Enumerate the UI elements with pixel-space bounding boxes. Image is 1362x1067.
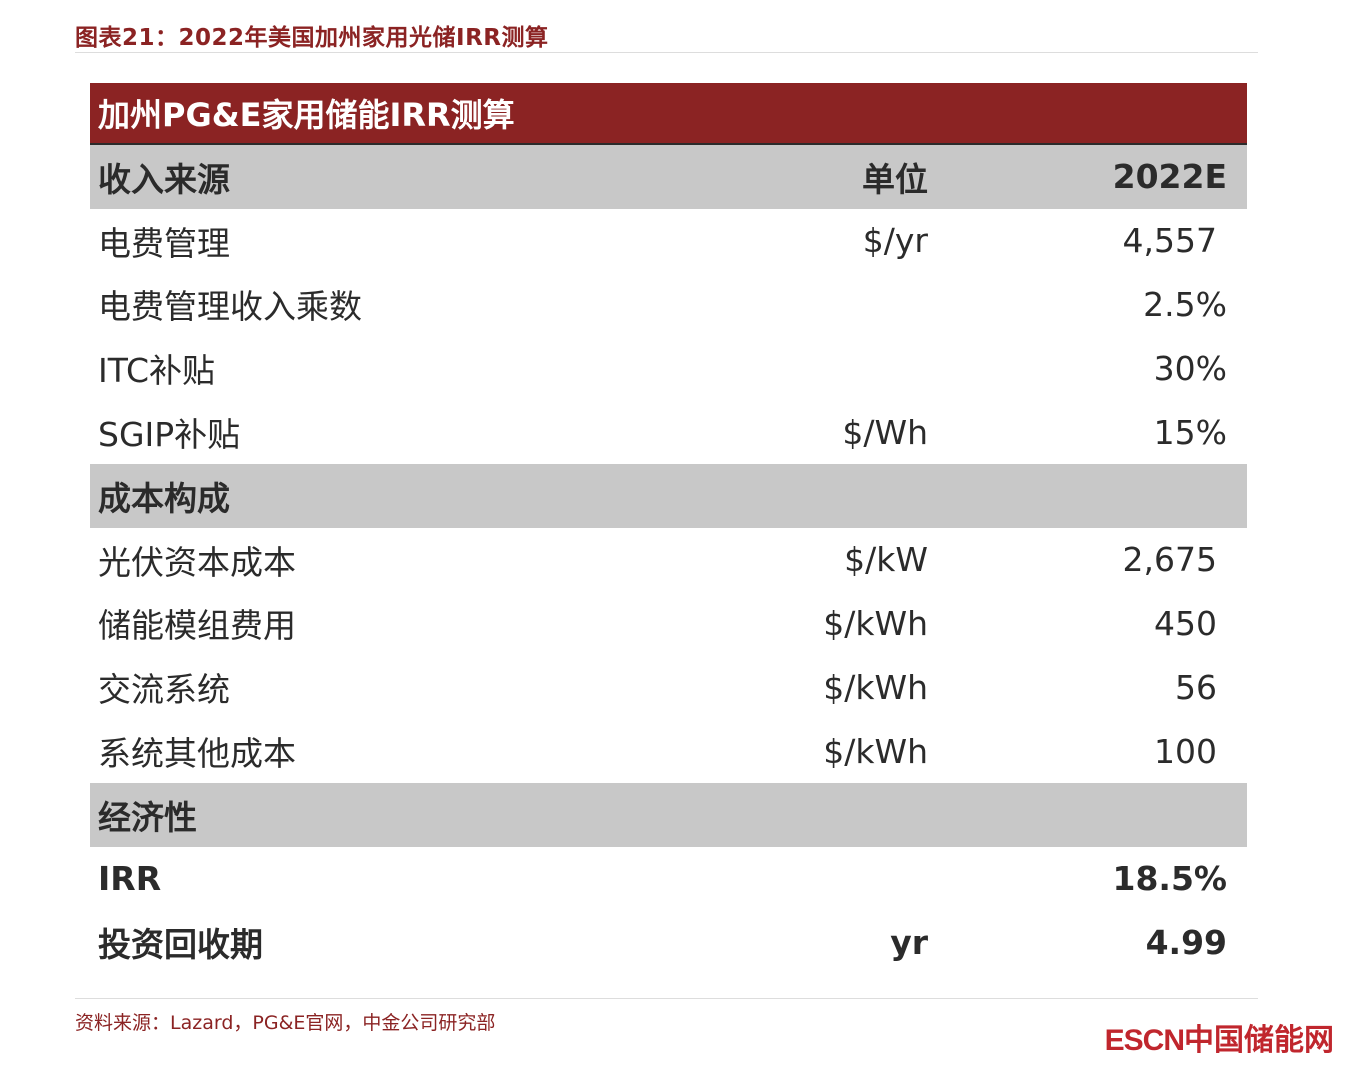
table-row: 系统其他成本 $/kWh 100 (90, 719, 1247, 783)
row-label: 交流系统 (98, 670, 230, 710)
row-label: 经济性 (98, 797, 197, 837)
row-value: 2022E (1112, 157, 1227, 197)
row-value: 4,557 (1122, 221, 1217, 261)
source-note: 资料来源：Lazard，PG&E官网，中金公司研究部 (75, 1012, 496, 1034)
section-header-row: 收入来源 单位 2022E (90, 145, 1247, 209)
watermark-latin: ESCN (1104, 1024, 1185, 1057)
table-row: IRR 18.5% (90, 847, 1247, 911)
row-label: 储能模组费用 (98, 606, 296, 646)
row-value: 450 (1154, 603, 1217, 643)
section-header-row: 经济性 (90, 782, 1247, 847)
row-unit: $/kWh (823, 603, 928, 643)
row-value: 30% (1153, 348, 1227, 388)
row-label: SGIP补贴 (98, 415, 241, 455)
row-label: 电费管理收入乘数 (98, 287, 362, 327)
top-divider (75, 52, 1258, 53)
row-unit: $/yr (862, 221, 928, 261)
table-row: 电费管理收入乘数 2.5% (90, 273, 1247, 337)
row-value: 4.99 (1145, 922, 1227, 962)
irr-table: 加州PG&E家用储能IRR测算 收入来源 单位 2022E 电费管理 $/yr 4,557… (90, 83, 1247, 974)
row-unit: yr (890, 922, 928, 962)
bottom-divider (75, 998, 1258, 999)
row-value: 15% (1153, 412, 1227, 452)
row-unit: $/kWh (823, 667, 928, 707)
row-label: 系统其他成本 (98, 734, 296, 774)
section-header-row: 成本构成 (90, 463, 1247, 528)
row-value: 2.5% (1143, 284, 1227, 324)
row-unit: $/kW (844, 540, 928, 580)
escn-watermark-logo: ESCN 中国储能网 (1105, 1015, 1334, 1059)
table-row: 光伏资本成本 $/kW 2,675 (90, 528, 1247, 592)
table-row: 交流系统 $/kWh 56 (90, 655, 1247, 719)
figure-title: 图表21：2022年美国加州家用光储IRR测算 (75, 25, 549, 51)
row-unit: 单位 (862, 159, 928, 199)
row-value: 56 (1175, 667, 1217, 707)
row-label: 收入来源 (98, 159, 230, 199)
table-row: 储能模组费用 $/kWh 450 (90, 592, 1247, 656)
row-label: 电费管理 (98, 223, 230, 263)
table-row: ITC补贴 30% (90, 336, 1247, 400)
table-row: SGIP补贴 $/Wh 15% (90, 400, 1247, 464)
table-row: 投资回收期 yr 4.99 (90, 911, 1247, 975)
row-label: IRR (98, 859, 162, 899)
row-label: 投资回收期 (98, 925, 263, 965)
row-label: ITC补贴 (98, 351, 215, 391)
row-label: 光伏资本成本 (98, 542, 296, 582)
watermark-cjk: 中国储能网 (1184, 1023, 1334, 1058)
table-banner: 加州PG&E家用储能IRR测算 (90, 83, 1247, 145)
row-label: 成本构成 (98, 478, 230, 518)
row-value: 18.5% (1112, 859, 1228, 899)
row-value: 2,675 (1122, 540, 1217, 580)
row-value: 100 (1154, 731, 1217, 771)
row-unit: $/kWh (823, 731, 928, 771)
table-body: 收入来源 单位 2022E 电费管理 $/yr 4,557 电费管理收入乘数 2.5% ITC补… (90, 145, 1247, 974)
table-row: 电费管理 $/yr 4,557 (90, 209, 1247, 273)
row-unit: $/Wh (842, 412, 928, 452)
